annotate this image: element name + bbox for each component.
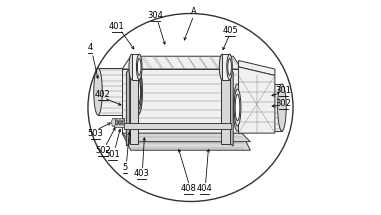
Text: 4: 4 bbox=[88, 43, 93, 52]
Text: 503: 503 bbox=[88, 129, 103, 138]
Ellipse shape bbox=[219, 54, 225, 80]
Polygon shape bbox=[122, 56, 242, 69]
Ellipse shape bbox=[134, 68, 142, 115]
Polygon shape bbox=[124, 123, 231, 129]
Ellipse shape bbox=[118, 120, 122, 125]
Ellipse shape bbox=[119, 121, 121, 124]
Text: 404: 404 bbox=[197, 184, 212, 193]
Polygon shape bbox=[239, 60, 275, 75]
Text: 405: 405 bbox=[222, 26, 238, 35]
Text: 5: 5 bbox=[123, 163, 128, 172]
Ellipse shape bbox=[115, 120, 118, 125]
Ellipse shape bbox=[112, 118, 115, 127]
Ellipse shape bbox=[138, 58, 141, 75]
Text: A: A bbox=[191, 7, 197, 16]
Polygon shape bbox=[237, 84, 282, 131]
Polygon shape bbox=[122, 69, 242, 133]
Ellipse shape bbox=[278, 84, 286, 131]
Ellipse shape bbox=[129, 54, 134, 80]
Text: 502: 502 bbox=[95, 146, 111, 155]
Text: 301: 301 bbox=[275, 86, 291, 95]
Polygon shape bbox=[221, 69, 230, 144]
Text: 402: 402 bbox=[95, 90, 111, 99]
Polygon shape bbox=[122, 133, 250, 150]
Text: 408: 408 bbox=[181, 184, 196, 193]
Polygon shape bbox=[130, 69, 138, 144]
Text: 401: 401 bbox=[109, 22, 125, 31]
Text: 501: 501 bbox=[105, 150, 120, 159]
Polygon shape bbox=[122, 133, 250, 142]
Polygon shape bbox=[222, 54, 230, 80]
Ellipse shape bbox=[227, 54, 232, 80]
Polygon shape bbox=[132, 54, 139, 80]
Polygon shape bbox=[126, 69, 130, 146]
Ellipse shape bbox=[136, 54, 142, 80]
Ellipse shape bbox=[234, 89, 241, 126]
Ellipse shape bbox=[136, 78, 141, 105]
Polygon shape bbox=[239, 67, 275, 133]
Polygon shape bbox=[230, 69, 233, 146]
Ellipse shape bbox=[94, 68, 102, 115]
Ellipse shape bbox=[136, 77, 141, 106]
Ellipse shape bbox=[233, 84, 242, 131]
Text: 302: 302 bbox=[275, 99, 291, 108]
Ellipse shape bbox=[235, 94, 240, 121]
Ellipse shape bbox=[122, 121, 124, 124]
Ellipse shape bbox=[228, 58, 231, 75]
Ellipse shape bbox=[135, 73, 142, 110]
Text: 304: 304 bbox=[147, 11, 163, 20]
Ellipse shape bbox=[134, 69, 142, 114]
Text: 403: 403 bbox=[133, 169, 149, 178]
Ellipse shape bbox=[116, 121, 118, 124]
Polygon shape bbox=[98, 68, 138, 115]
Ellipse shape bbox=[122, 120, 125, 125]
Ellipse shape bbox=[134, 68, 142, 115]
Polygon shape bbox=[114, 118, 124, 127]
